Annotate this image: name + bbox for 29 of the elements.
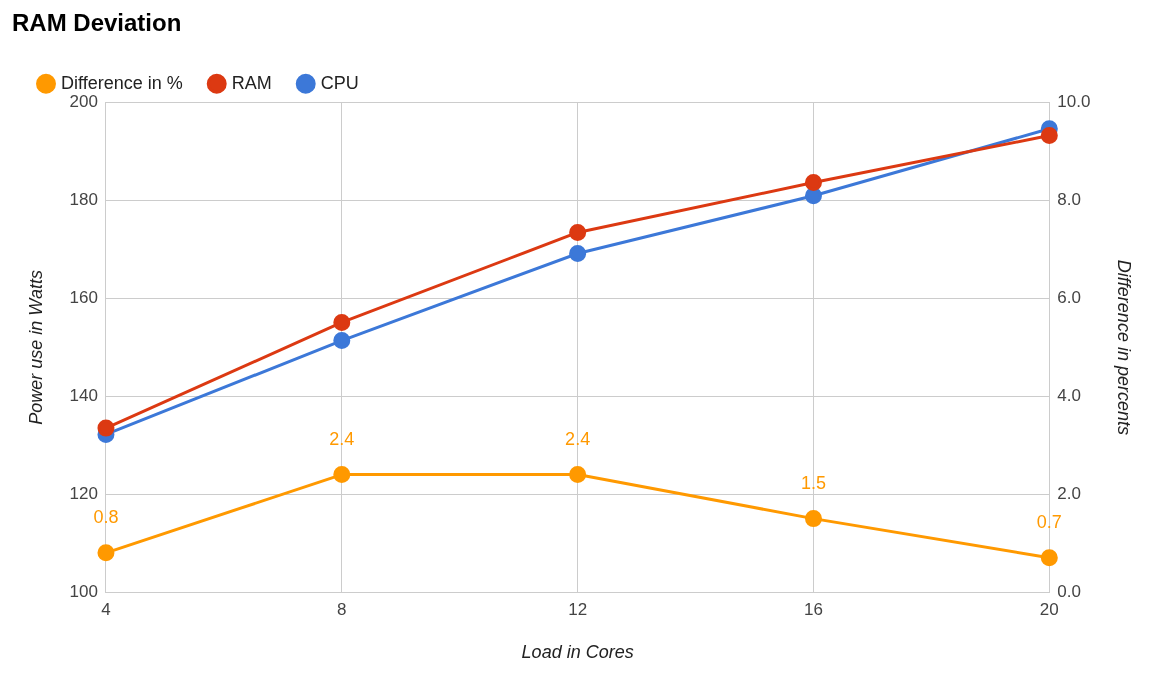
legend-label: Difference in % — [61, 72, 183, 93]
y-tick-label: 200 — [69, 92, 98, 112]
chart-title: RAM Deviation — [12, 9, 182, 37]
y-tick-label: 100 — [69, 581, 98, 601]
y2-tick-label: 4.0 — [1057, 386, 1081, 406]
data-label: 0.8 — [93, 506, 119, 527]
data-label: 1.5 — [800, 472, 826, 493]
y2-tick-label: 0.0 — [1057, 581, 1081, 601]
data-label: 2.4 — [329, 428, 355, 449]
y2-tick-label: 6.0 — [1057, 288, 1081, 308]
y-tick-label: 160 — [69, 288, 98, 308]
x-tick-label: 12 — [568, 599, 588, 619]
x-tick-label: 8 — [337, 599, 347, 619]
y2-tick-label: 8.0 — [1057, 190, 1081, 210]
y2-tick-label: 10.0 — [1057, 92, 1091, 112]
legend-label: CPU — [320, 72, 359, 93]
x-tick-label: 16 — [804, 599, 823, 619]
y2-axis-title: Difference in percents — [1114, 259, 1135, 435]
x-tick-label: 20 — [1039, 599, 1059, 619]
y-tick-label: 140 — [69, 386, 98, 406]
y-tick-label: 120 — [69, 483, 98, 503]
x-axis-title: Load in Cores — [521, 642, 634, 663]
legend-label: RAM — [231, 72, 272, 93]
x-tick-label: 4 — [101, 599, 111, 619]
data-label: 0.7 — [1036, 511, 1062, 532]
y-tick-label: 180 — [69, 190, 98, 210]
y2-tick-label: 2.0 — [1057, 483, 1081, 503]
y-axis-title: Power use in Watts — [25, 270, 46, 425]
data-label: 2.4 — [565, 428, 591, 449]
